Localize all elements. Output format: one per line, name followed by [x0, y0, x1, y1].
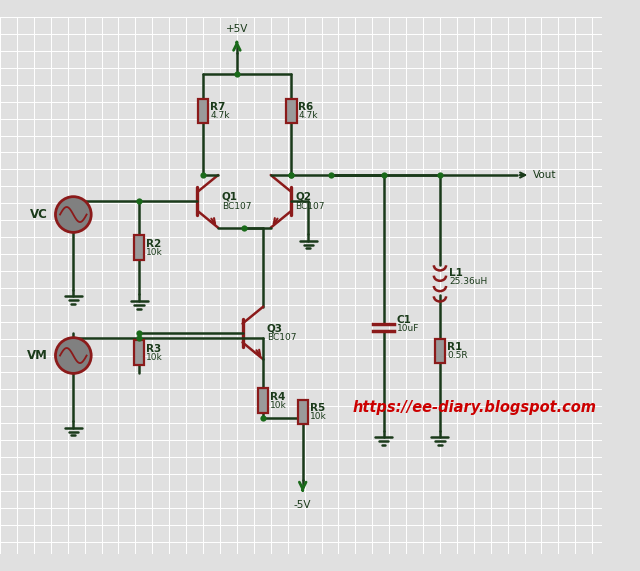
Circle shape [56, 337, 91, 373]
Text: Q1: Q1 [222, 191, 238, 202]
Text: 10k: 10k [270, 401, 287, 410]
Text: 10uF: 10uF [397, 324, 419, 333]
Bar [435, 339, 445, 363]
Text: R3: R3 [146, 344, 161, 354]
Text: BC107: BC107 [295, 202, 324, 211]
Text: Q3: Q3 [267, 323, 283, 333]
Text: R6: R6 [298, 102, 314, 112]
Text: R2: R2 [146, 239, 161, 248]
Text: 10k: 10k [310, 412, 326, 421]
Bar [134, 235, 144, 260]
Text: 10k: 10k [146, 248, 163, 256]
Text: https://ee-diary.blogspot.com: https://ee-diary.blogspot.com [353, 400, 596, 415]
Text: VC: VC [30, 208, 48, 221]
Bar [198, 99, 208, 123]
Text: -5V: -5V [294, 500, 312, 510]
Bar [298, 400, 308, 424]
Text: 4.7k: 4.7k [298, 111, 318, 120]
Text: C1: C1 [397, 315, 412, 325]
Text: L1: L1 [449, 268, 463, 278]
Text: VM: VM [27, 349, 48, 362]
Text: Vout: Vout [533, 170, 557, 180]
Bar [134, 340, 144, 365]
Text: 4.7k: 4.7k [210, 111, 230, 120]
Text: R4: R4 [270, 392, 285, 402]
Text: R1: R1 [447, 342, 462, 352]
Text: R7: R7 [210, 102, 225, 112]
Bar [286, 99, 296, 123]
Text: Q2: Q2 [295, 191, 311, 202]
Text: 0.5R: 0.5R [447, 351, 468, 360]
Circle shape [56, 196, 91, 232]
Text: 25.36uH: 25.36uH [449, 277, 488, 286]
Text: 10k: 10k [146, 353, 163, 362]
Text: BC107: BC107 [267, 333, 296, 343]
Text: BC107: BC107 [222, 202, 252, 211]
Bar [258, 388, 268, 413]
Text: +5V: +5V [226, 24, 248, 34]
Text: R5: R5 [310, 403, 325, 413]
